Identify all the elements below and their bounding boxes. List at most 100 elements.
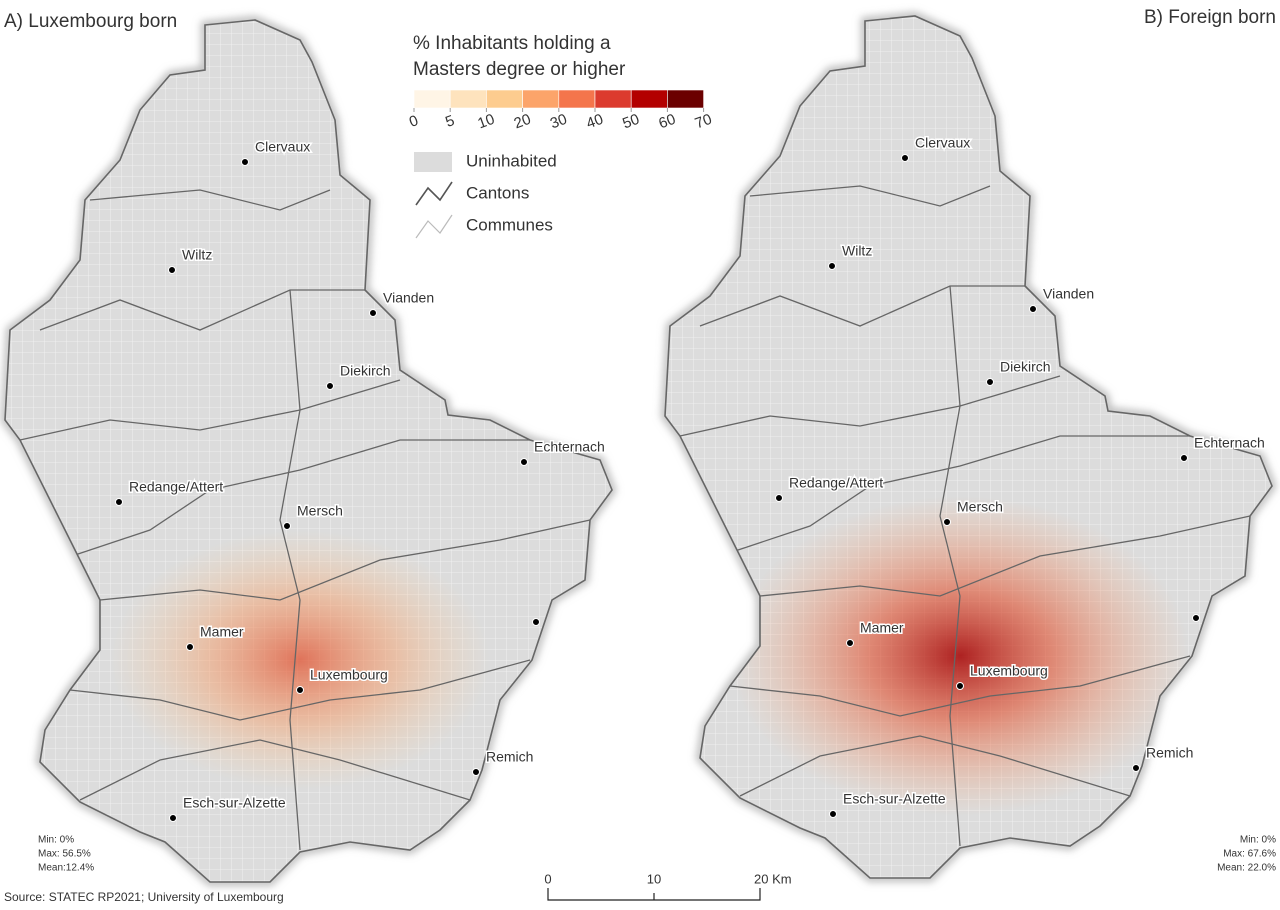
map-stat: Min: 0% (38, 835, 74, 846)
city-dot (956, 682, 964, 690)
city-dot (369, 309, 377, 317)
map-panel: Clervaux Wiltz Vianden Diekirch Echternach Re… (0, 15, 617, 886)
legend-item-label: Cantons (466, 183, 529, 202)
canton-border (99, 519, 591, 601)
legend-tick-label: 10 (475, 111, 496, 133)
legend-tick-label: 0 (407, 112, 421, 131)
canton-border (739, 735, 1131, 797)
legend-item-label: Uninhabited (466, 151, 557, 170)
city-dot (296, 686, 304, 694)
city-label: Clervaux (255, 139, 310, 155)
city-label: Mersch (957, 499, 1003, 515)
map-panel: Clervaux Wiltz Vianden Diekirch Echternach Re… (660, 11, 1277, 882)
city-dot (829, 810, 837, 818)
city-label: Redange/Attert (789, 475, 883, 491)
city-label: Remich (486, 749, 533, 765)
legend-swatch (594, 89, 632, 109)
city-label: Vianden (383, 290, 434, 306)
city-label: Mamer (200, 624, 244, 640)
panel-title: B) Foreign born (1144, 7, 1276, 28)
city-dot (115, 498, 123, 506)
city-label: Vianden (1043, 286, 1094, 302)
scale-label: 10 (647, 871, 661, 886)
city-dot (520, 458, 528, 466)
legend-tick-label: 50 (620, 111, 641, 133)
city-dot (168, 266, 176, 274)
canton-border (69, 659, 531, 721)
panel-title: A) Luxembourg born (4, 11, 177, 32)
legend-tick-label: 60 (656, 111, 677, 133)
canton-border (719, 435, 1190, 557)
city-label: Mersch (297, 503, 343, 519)
city-dot (846, 639, 854, 647)
canton-border (729, 655, 1191, 717)
canton-border (749, 185, 991, 207)
country-outline (664, 15, 1273, 879)
map-stat: Mean:12.4% (38, 863, 94, 874)
city-dot (943, 518, 951, 526)
city-dot (828, 262, 836, 270)
canton-border (39, 289, 365, 331)
city-dot (532, 618, 540, 626)
canton-border (279, 289, 301, 851)
legend-swatch (449, 89, 487, 109)
legend-uninhabited (414, 152, 452, 172)
city-dot (775, 494, 783, 502)
cells (19, 189, 591, 851)
city-label: Remich (1146, 745, 1193, 761)
country-outline (4, 19, 613, 883)
canton-border (89, 189, 331, 211)
city-dot (1029, 305, 1037, 313)
scale-bar (547, 888, 761, 901)
city-label: Redange/Attert (129, 479, 223, 495)
source: Source: STATEC RP2021; University of Lux… (4, 890, 284, 904)
density-area (110, 530, 490, 790)
map-stat: Max: 67.6% (1223, 849, 1276, 860)
city-label: Diekirch (1000, 359, 1051, 375)
scale-label: 0 (544, 871, 551, 886)
city-label: Esch-sur-Alzette (843, 791, 946, 807)
city-label: Wiltz (182, 247, 212, 263)
canton-border (759, 515, 1251, 597)
city-dot (1192, 614, 1200, 622)
city-dot (169, 814, 177, 822)
canton-border (19, 379, 401, 441)
city-dot (186, 643, 194, 651)
density-area (730, 496, 1190, 816)
city-label: Luxembourg (970, 663, 1048, 679)
city-dot (241, 158, 249, 166)
canton-border (79, 739, 471, 801)
cells (679, 185, 1251, 847)
legend-swatch (486, 89, 523, 109)
legend-swatch (522, 89, 560, 109)
city-dot (472, 768, 480, 776)
city-dot (986, 378, 994, 386)
legend-tick-label: 5 (443, 112, 457, 131)
city-label: Mamer (860, 620, 904, 636)
city-label: Esch-sur-Alzette (183, 795, 286, 811)
city-label: Echternach (1194, 435, 1265, 451)
legend-tick-label: 30 (548, 111, 569, 133)
legend-tick-label: 40 (584, 111, 605, 133)
legend-item-label: Communes (466, 215, 553, 234)
legend-tick-label: 70 (693, 111, 714, 133)
city-label: Luxembourg (310, 667, 388, 683)
city-dot (1180, 454, 1188, 462)
map-stat: Min: 0% (1240, 835, 1276, 846)
legend-swatch (558, 89, 596, 109)
legend-title: % Inhabitants holding a (413, 33, 611, 54)
legend-commune (415, 214, 453, 239)
canton-border (699, 285, 1025, 327)
legend-title: Masters degree or higher (413, 59, 626, 80)
canton-border (59, 439, 530, 561)
legend-swatch (630, 89, 668, 109)
city-label: Clervaux (915, 135, 970, 151)
city-dot (1132, 764, 1140, 772)
legend-swatch (667, 89, 704, 109)
canton-border (939, 285, 961, 847)
legend-canton (415, 181, 453, 206)
legend-swatch (413, 89, 451, 109)
city-dot (326, 382, 334, 390)
legend-tick-label: 20 (512, 111, 533, 133)
